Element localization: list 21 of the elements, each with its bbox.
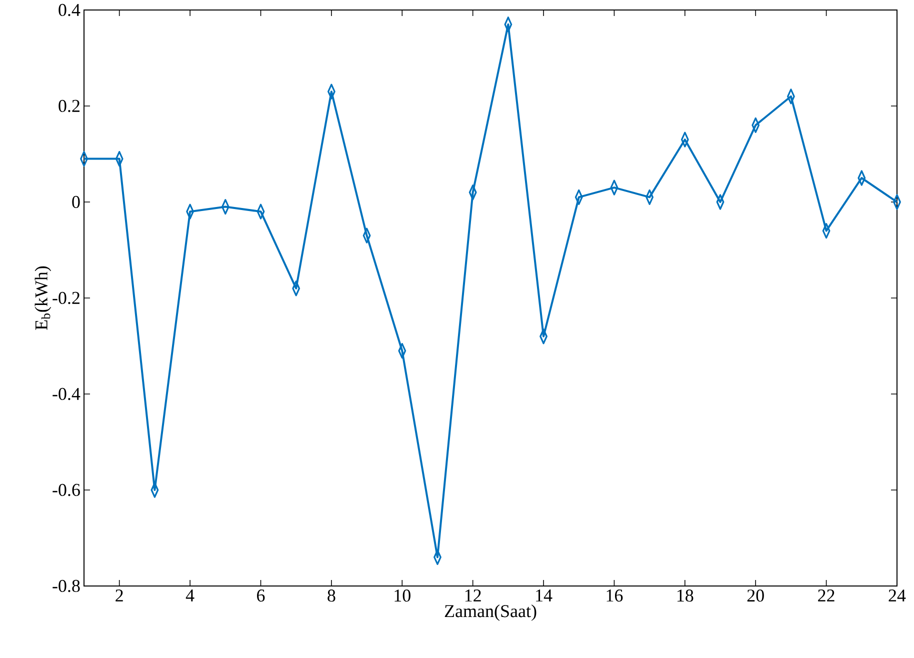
y-tick-label: -0.8: [52, 580, 80, 592]
x-tick-label: 20: [747, 590, 764, 602]
x-tick-label: 12: [465, 590, 481, 602]
x-tick-label: 10: [394, 590, 410, 602]
y-tick-label: -0.6: [52, 484, 80, 496]
x-tick-label: 24: [888, 590, 906, 602]
x-tick-label: 14: [536, 590, 552, 602]
x-tick-label: 4: [186, 590, 194, 602]
y-tick-label: 0.2: [58, 100, 80, 112]
y-axis-title: E$_{b}$(kWh): [34, 266, 52, 330]
x-tick-label: 22: [818, 590, 834, 602]
y-tick-label: 0: [72, 196, 80, 208]
x-axis-title: Zaman(Saat): [444, 604, 536, 621]
x-tick-label: 6: [257, 590, 265, 602]
y-tick-label: 0.4: [58, 4, 80, 16]
y-tick-label: -0.4: [52, 388, 80, 400]
x-tick-label: 18: [677, 590, 694, 602]
x-tick-label: 16: [606, 590, 623, 602]
x-tick-label: 2: [116, 590, 123, 602]
x-tick-label: 8: [328, 590, 336, 602]
y-tick-label: -0.2: [52, 292, 80, 304]
